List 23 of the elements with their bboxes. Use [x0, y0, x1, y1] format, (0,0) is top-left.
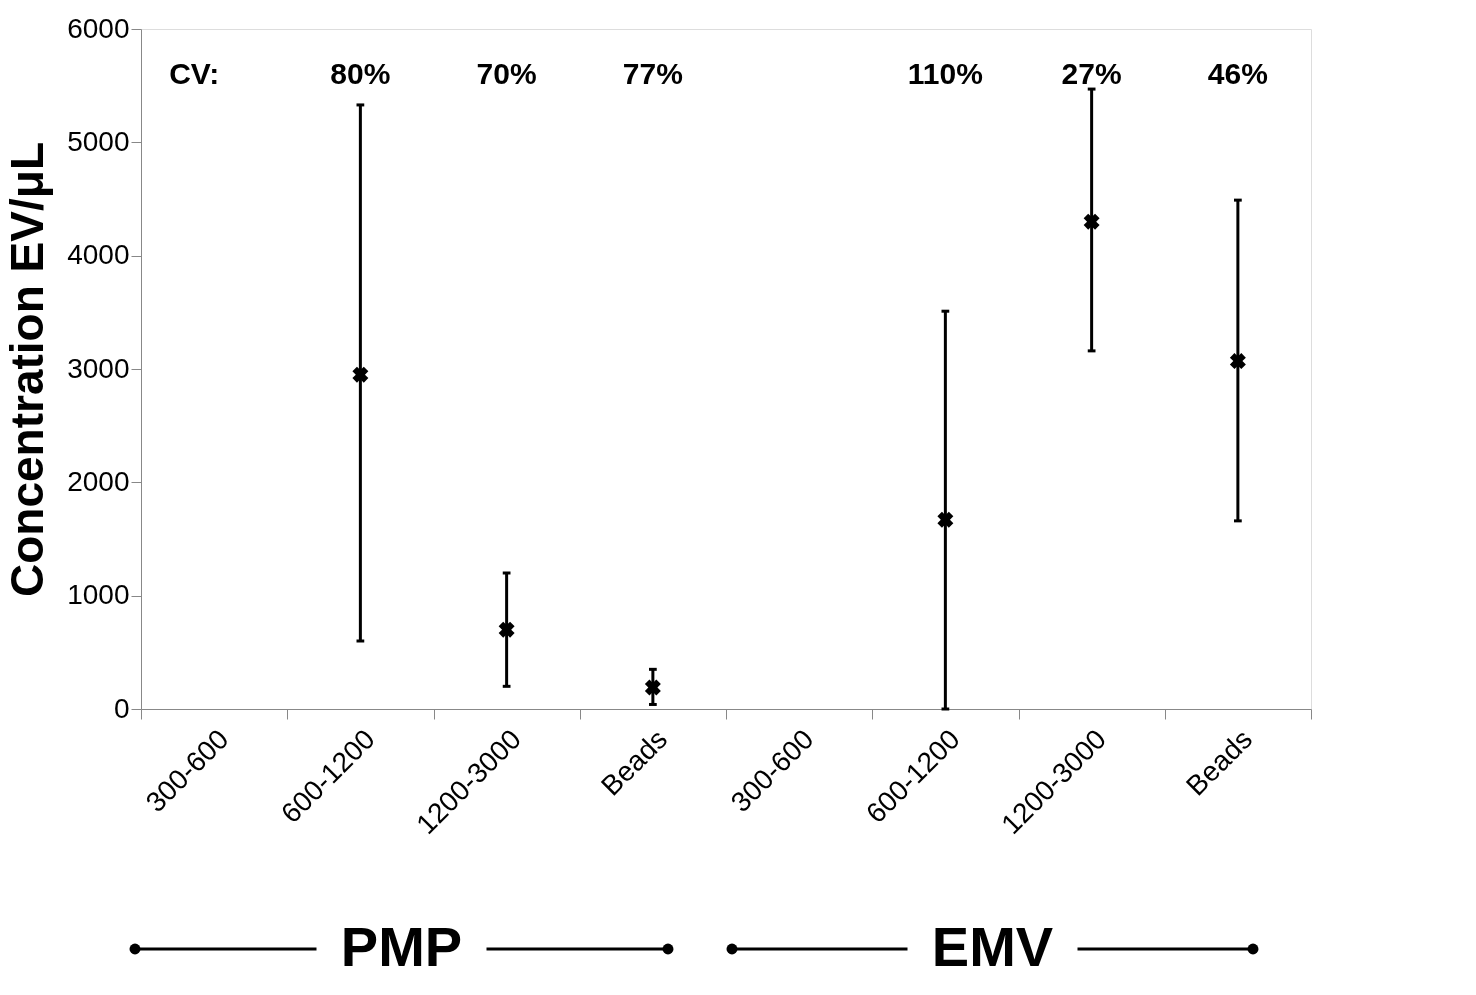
y-tick-label: 6000 [67, 12, 130, 44]
annotation: 80% [330, 57, 391, 90]
annotation: CV: [169, 57, 220, 90]
annotation: 27% [1061, 57, 1122, 90]
y-tick-label: 0 [113, 692, 130, 724]
y-tick-label: 3000 [67, 352, 130, 384]
point [1229, 353, 1246, 370]
point [644, 679, 661, 696]
point [352, 366, 369, 383]
text: EMV [931, 915, 1054, 978]
point [498, 621, 515, 638]
point [1083, 213, 1100, 230]
y-tick-label: 1000 [67, 579, 130, 611]
y-tick-label: 4000 [67, 239, 130, 271]
y-axis-title: Concentration EV/μL [1, 142, 54, 597]
annotation: 110% [907, 57, 983, 90]
text: PMP [340, 915, 463, 978]
annotation: 46% [1207, 57, 1268, 90]
point [937, 511, 954, 528]
y-tick-label: 2000 [67, 465, 130, 497]
annotation: 77% [622, 57, 683, 90]
y-tick-label: 5000 [67, 125, 130, 157]
annotation: 70% [476, 57, 537, 90]
